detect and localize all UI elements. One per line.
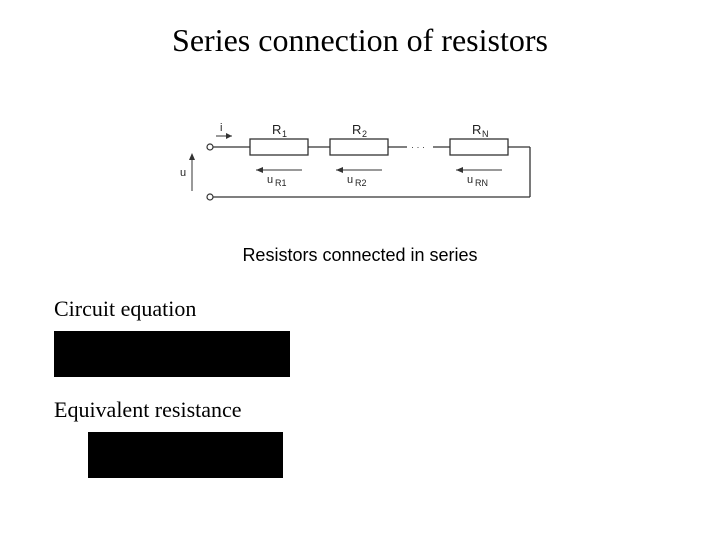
label-equivalent-resistance: Equivalent resistance: [54, 397, 242, 423]
svg-text:2: 2: [362, 129, 367, 139]
svg-text:R: R: [472, 122, 481, 137]
svg-text:N: N: [482, 129, 489, 139]
svg-text:R: R: [352, 122, 361, 137]
circuit-diagram: R1uR1R2uR2· · ·RNuRNiu: [175, 115, 545, 210]
svg-text:u: u: [180, 167, 186, 179]
svg-text:u: u: [347, 174, 353, 186]
svg-text:RN: RN: [475, 178, 488, 188]
label-circuit-equation: Circuit equation: [54, 296, 196, 322]
svg-text:· · ·: · · ·: [411, 142, 425, 152]
svg-text:R2: R2: [355, 178, 367, 188]
svg-text:R: R: [272, 122, 281, 137]
series-circuit-svg: R1uR1R2uR2· · ·RNuRNiu: [175, 115, 545, 210]
svg-text:u: u: [467, 174, 473, 186]
svg-text:1: 1: [282, 129, 287, 139]
diagram-caption: Resistors connected in series: [0, 245, 720, 266]
page-title: Series connection of resistors: [0, 22, 720, 59]
svg-text:R1: R1: [275, 178, 287, 188]
svg-text:u: u: [267, 174, 273, 186]
redacted-equation-1: [54, 331, 290, 377]
redacted-equation-2: [88, 432, 283, 478]
svg-text:i: i: [220, 122, 222, 134]
